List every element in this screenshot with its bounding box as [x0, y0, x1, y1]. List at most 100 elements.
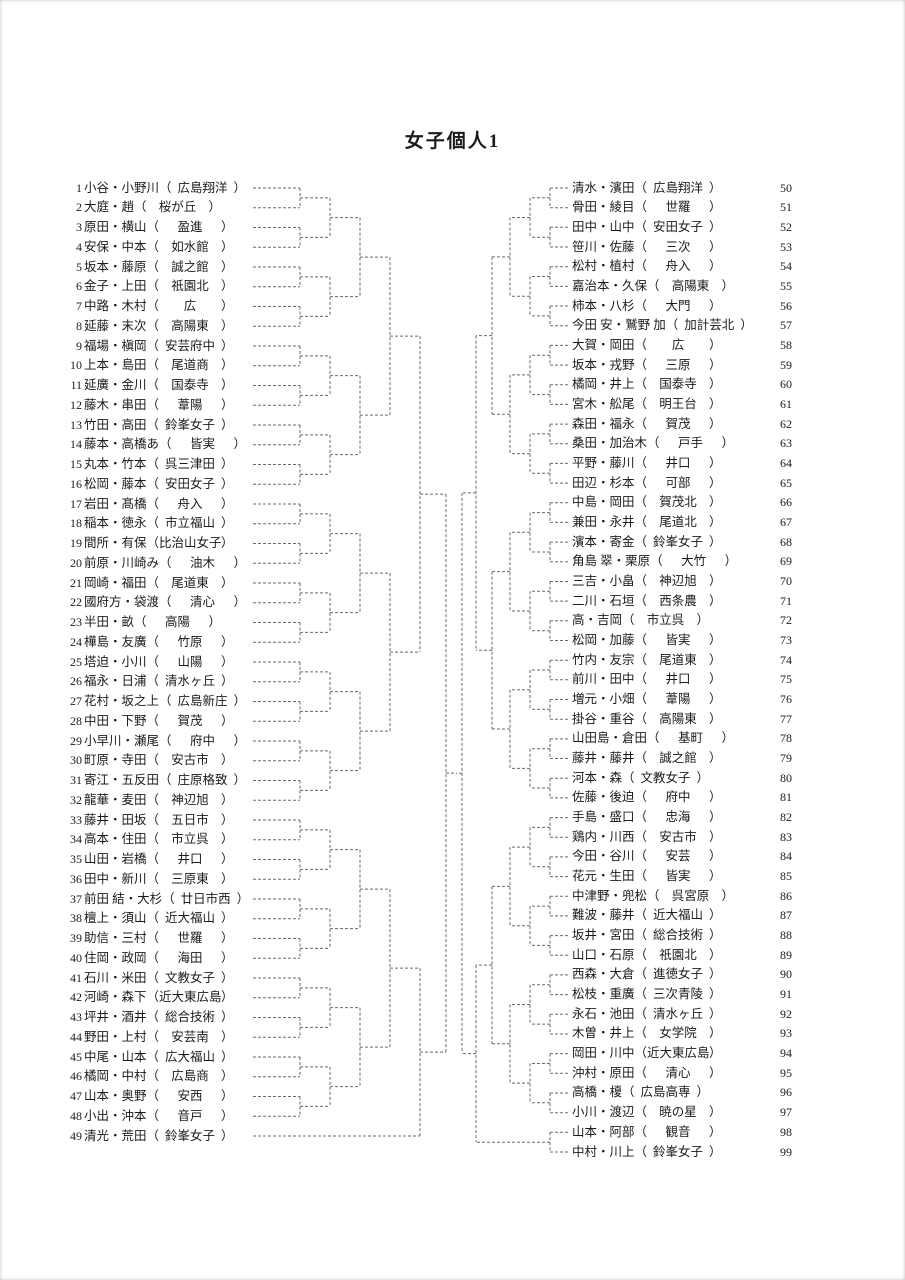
- bracket-entry: 49 清光・荒田（ 鈴峯女子 ）: [56, 1128, 234, 1144]
- entry-number: 50: [780, 180, 792, 195]
- entry-school: 誠之館: [171, 259, 209, 274]
- entry-number: 73: [780, 632, 792, 647]
- entry-number: 46: [70, 1069, 82, 1084]
- entry-school: 広島新庄: [177, 694, 228, 708]
- entry-names: 岩田・髙橋: [84, 496, 147, 511]
- entry-school: 井口: [665, 672, 691, 687]
- close-paren: ）: [221, 378, 234, 392]
- entry-number: 7: [76, 299, 82, 313]
- entry-school: 舟入: [177, 496, 203, 511]
- entry-number: 93: [780, 1026, 792, 1041]
- entry-names: 松岡・加藤: [572, 632, 635, 647]
- open-paren: （: [647, 731, 660, 746]
- entry-names: 山田島・倉田: [572, 731, 648, 746]
- bracket-entry: 濱本・寄金（ 鈴峯女子 ） 68: [572, 534, 792, 550]
- close-paren: ）: [221, 358, 234, 373]
- close-paren: ）: [709, 1006, 722, 1021]
- open-paren: （: [146, 792, 160, 807]
- close-paren: ）: [221, 1089, 234, 1103]
- close-paren: ）: [221, 1108, 234, 1123]
- open-paren: （: [146, 832, 160, 847]
- entry-school: 府中: [190, 733, 216, 748]
- bracket-entry: 柿本・八杉（ 大門 ） 56: [572, 298, 792, 314]
- bracket-entry: 48 小出・沖本（ 音戸 ）: [56, 1108, 234, 1124]
- bracket-entry: 松村・植村（ 舟入 ） 54: [572, 258, 792, 274]
- entry-school: 女学院: [659, 1026, 697, 1041]
- entry-names: 國府方・袋渡: [84, 595, 160, 610]
- entry-names: 佐藤・後迫: [572, 790, 635, 805]
- entry-school: 総合技術: [653, 928, 704, 943]
- close-paren: ）: [709, 1046, 722, 1061]
- bracket-entry: 手島・盛口（ 忠海 ） 82: [572, 809, 792, 825]
- entry-school: 国泰寺: [171, 378, 209, 392]
- entry-number: 98: [780, 1124, 792, 1139]
- entry-number: 32: [70, 792, 82, 807]
- entry-names: 小谷・小野川: [84, 180, 160, 195]
- close-paren: ）: [696, 1085, 710, 1100]
- entry-number: 1: [76, 180, 82, 195]
- open-paren: （: [634, 790, 648, 805]
- bracket-entry: 15 丸本・竹本（ 呉三津田 ）: [56, 456, 234, 472]
- bracket-entry: 中島・岡田（ 賀茂北 ） 66: [572, 494, 792, 510]
- entry-school: 廿日市西: [180, 891, 231, 906]
- entry-number: 57: [780, 318, 792, 333]
- close-paren: ）: [221, 713, 234, 728]
- open-paren: （: [634, 239, 648, 254]
- close-paren: ）: [208, 615, 222, 629]
- entry-school: 音戸: [177, 1108, 203, 1123]
- bracket-entry: 41 石川・米田（ 文教女子 ）: [56, 970, 234, 986]
- open-paren: （: [159, 180, 172, 195]
- bracket-entry: 河本・森（ 文教女子 ） 80: [572, 770, 792, 786]
- close-paren: ）: [696, 770, 710, 785]
- entry-school: 安芸: [665, 849, 691, 864]
- entry-number: 67: [780, 514, 792, 529]
- entry-names: 竹内・友宗: [572, 652, 635, 667]
- open-paren: （: [634, 751, 648, 766]
- entry-number: 19: [70, 536, 82, 550]
- open-paren: （: [134, 200, 147, 215]
- bracket-entry: 47 山本・奥野（ 安西 ）: [56, 1088, 234, 1104]
- entry-number: 35: [70, 852, 82, 866]
- entry-names: 野田・上村: [84, 1029, 147, 1044]
- bracket-entry: 17 岩田・髙橋（ 舟入 ）: [56, 496, 234, 512]
- open-paren: （: [634, 1105, 648, 1120]
- bracket-entry: 竹内・友宗（ 尾道東 ） 74: [572, 652, 792, 668]
- open-paren: （: [146, 753, 160, 768]
- open-paren: （: [146, 358, 160, 373]
- entry-names: 安保・中本: [84, 239, 147, 254]
- entry-school: 近大東広島: [159, 990, 222, 1005]
- entry-names: 松岡・藤本: [84, 476, 147, 491]
- open-paren: （: [146, 338, 160, 353]
- bracket-entry: 2 大庭・趙（ 桜が丘 ）: [56, 199, 221, 215]
- entry-school: 大竹: [681, 554, 707, 569]
- entry-school: 如水館: [171, 239, 209, 254]
- open-paren: （: [634, 967, 648, 982]
- bracket-entry: 22 國府方・袋渡（ 清心 ）: [56, 594, 246, 610]
- entry-names: 藤井・藤井: [572, 751, 635, 766]
- bracket-entry: 18 稲本・徳永（ 市立福山 ）: [56, 515, 234, 531]
- close-paren: ）: [221, 417, 234, 432]
- entry-school: 祇園北: [171, 279, 209, 294]
- open-paren: （: [146, 575, 160, 590]
- open-paren: （: [634, 652, 648, 667]
- entry-school: 進徳女子: [653, 967, 704, 982]
- entry-school: 忠海: [665, 810, 691, 825]
- open-paren: （: [634, 337, 648, 352]
- close-paren: ）: [709, 593, 722, 608]
- entry-school: 広島商: [171, 1069, 209, 1084]
- close-paren: ）: [709, 928, 722, 943]
- open-paren: （: [159, 595, 172, 610]
- entry-names: 田辺・杉本: [572, 475, 635, 490]
- bracket-entry: 20 前原・川崎み（ 油木 ）: [56, 555, 246, 571]
- entry-school: 三原東: [171, 871, 209, 886]
- entry-names: 藤木・串田: [84, 397, 147, 412]
- entry-names: 沖村・原田: [572, 1065, 635, 1080]
- entry-school: 皆実: [665, 869, 691, 884]
- entry-number: 30: [70, 753, 82, 768]
- entry-school: 大門: [665, 298, 691, 313]
- open-paren: （: [146, 654, 160, 669]
- entry-number: 42: [70, 990, 82, 1005]
- entry-school: 高陽東: [171, 318, 209, 333]
- entry-school: 祇園北: [659, 947, 697, 962]
- entry-number: 89: [780, 947, 792, 962]
